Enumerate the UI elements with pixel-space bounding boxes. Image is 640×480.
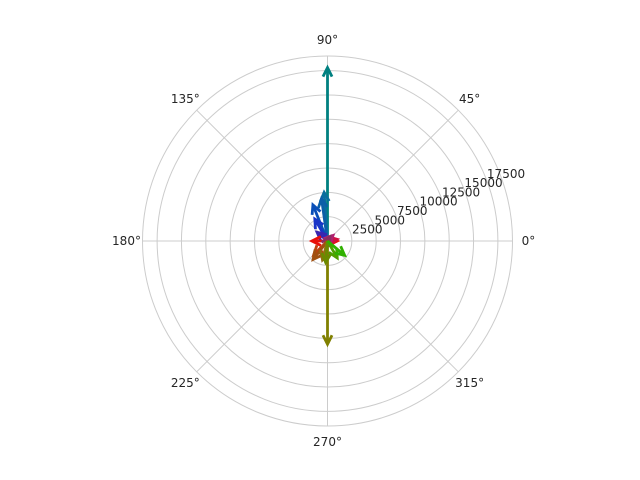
quiver-arrow (321, 64, 334, 241)
r-tick-label-1: 5000 (374, 213, 405, 227)
theta-tick-label-1: 45° (459, 92, 480, 106)
arrow-head (328, 247, 339, 261)
theta-tick-label-6: 270° (313, 435, 342, 449)
angular-grid-line (327, 240, 459, 373)
arrow-head (313, 216, 325, 230)
theta-tick-label-7: 315° (455, 376, 484, 390)
r-tick-label-5: 15000 (464, 176, 502, 190)
arrow-head (308, 235, 322, 247)
angular-grid-line (196, 240, 328, 373)
theta-tick-label-0: 0° (522, 234, 536, 248)
angular-tick-labels: 0° 45° 90° 135° 180° 225° 270° 315° (112, 33, 535, 449)
quiver-arrow (326, 239, 348, 258)
theta-tick-label-3: 135° (171, 92, 200, 106)
angular-grid-line (327, 109, 459, 242)
arrow-head (320, 252, 333, 266)
theta-tick-label-5: 225° (171, 376, 200, 390)
r-tick-label-4: 12500 (442, 185, 480, 199)
arrow-shaft (326, 239, 346, 257)
r-tick-label-2: 7500 (397, 204, 428, 218)
arrow-head (334, 245, 348, 258)
angular-grid-line (196, 109, 328, 242)
r-tick-label-3: 10000 (419, 195, 457, 209)
arrow-head (321, 64, 334, 78)
theta-tick-label-4: 180° (112, 234, 141, 248)
theta-tick-label-2: 90° (317, 33, 338, 47)
quiver-arrow (320, 240, 333, 266)
arrow-head (310, 201, 322, 216)
quiver-arrows (308, 64, 348, 348)
radial-tick-labels: 2500 5000 7500 10000 12500 15000 17500 (352, 167, 525, 237)
arrow-head (321, 334, 334, 348)
arrow-head (311, 249, 323, 262)
arrow-shaft (324, 240, 329, 263)
arrow-head (317, 195, 329, 209)
r-tick-label-0: 2500 (352, 223, 383, 237)
r-tick-label-6: 17500 (487, 167, 525, 181)
